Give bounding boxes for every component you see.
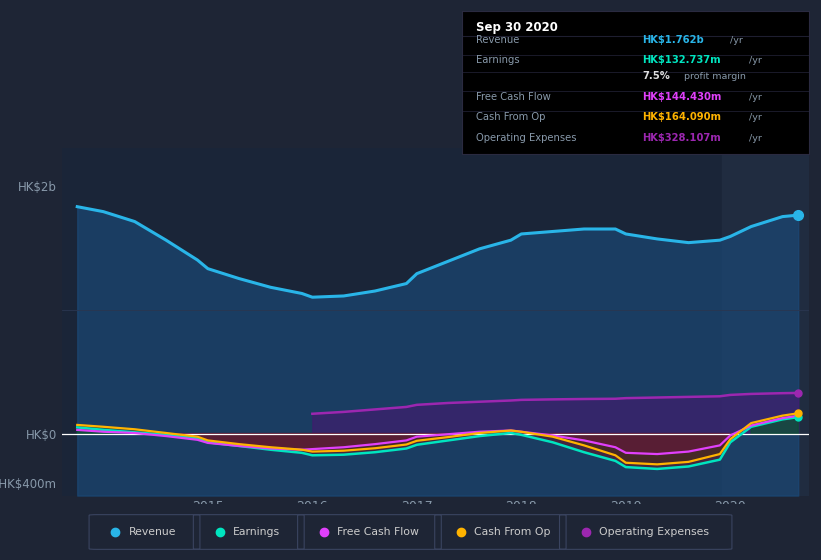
Text: /yr: /yr bbox=[749, 94, 762, 102]
Text: HK$328.107m: HK$328.107m bbox=[642, 133, 721, 143]
Text: Free Cash Flow: Free Cash Flow bbox=[337, 527, 419, 537]
Text: /yr: /yr bbox=[730, 36, 742, 45]
Text: Operating Expenses: Operating Expenses bbox=[599, 527, 709, 537]
Text: /yr: /yr bbox=[749, 56, 762, 65]
Text: HK$144.430m: HK$144.430m bbox=[642, 92, 722, 102]
Text: Sep 30 2020: Sep 30 2020 bbox=[476, 21, 558, 34]
Bar bbox=[722, 148, 809, 496]
Text: Cash From Op: Cash From Op bbox=[476, 113, 545, 123]
Text: /yr: /yr bbox=[749, 133, 762, 143]
Text: HK$1.762b: HK$1.762b bbox=[642, 35, 704, 45]
Text: HK$164.090m: HK$164.090m bbox=[642, 113, 722, 123]
Text: Earnings: Earnings bbox=[476, 55, 520, 65]
Text: /yr: /yr bbox=[749, 114, 762, 123]
Text: Operating Expenses: Operating Expenses bbox=[476, 133, 576, 143]
Text: 7.5%: 7.5% bbox=[642, 71, 670, 81]
Text: HK$132.737m: HK$132.737m bbox=[642, 55, 721, 65]
Text: Earnings: Earnings bbox=[233, 527, 280, 537]
Text: Revenue: Revenue bbox=[476, 35, 520, 45]
Text: Free Cash Flow: Free Cash Flow bbox=[476, 92, 551, 102]
Text: Cash From Op: Cash From Op bbox=[475, 527, 551, 537]
Text: Revenue: Revenue bbox=[128, 527, 176, 537]
Text: profit margin: profit margin bbox=[681, 72, 746, 81]
